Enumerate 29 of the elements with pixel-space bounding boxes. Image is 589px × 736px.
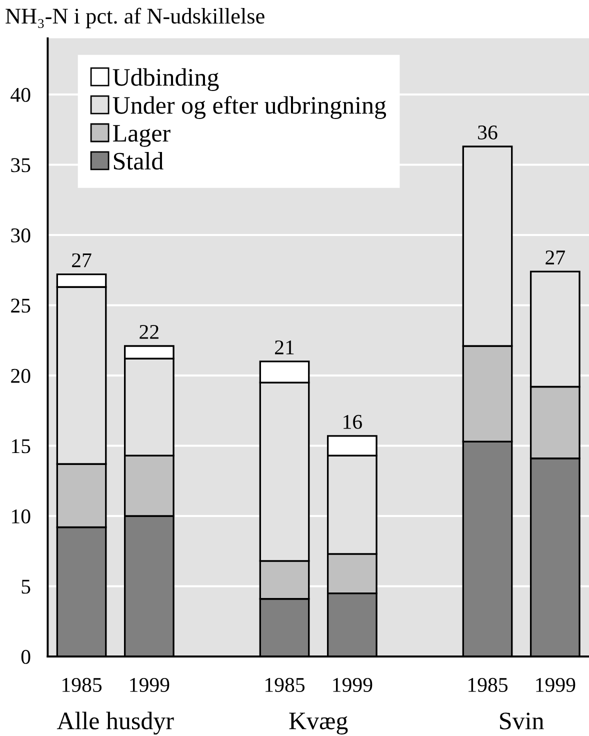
legend-label: Lager bbox=[113, 125, 170, 147]
y-tick-label: 10 bbox=[12, 509, 30, 524]
x-tick-label: 1985 bbox=[266, 678, 305, 692]
chart-title: NH₃-N i pct. af N-udskillelse bbox=[6, 8, 264, 28]
total-label: 21 bbox=[275, 340, 294, 354]
x-tick-label: 1985 bbox=[468, 678, 508, 692]
text: Kvæg bbox=[289, 712, 348, 735]
y-tick-label: 35 bbox=[11, 158, 30, 172]
legend-label: Under og efter udbringning bbox=[112, 96, 386, 119]
y-tick-label: 40 bbox=[10, 88, 30, 102]
x-tick-label: 1999 bbox=[333, 678, 372, 692]
y-tick-label: 20 bbox=[11, 368, 30, 383]
y-tick-label: 0 bbox=[21, 650, 30, 664]
text: Svin bbox=[500, 712, 544, 730]
total-label: 27 bbox=[72, 253, 92, 268]
total-label: 36 bbox=[478, 125, 498, 140]
text: Alle husdyr bbox=[56, 712, 174, 735]
legend-label: Stald bbox=[114, 152, 164, 170]
y-tick-label: 5 bbox=[22, 580, 30, 594]
y-tick-label: 30 bbox=[11, 228, 30, 242]
x-tick-label: 1999 bbox=[130, 678, 170, 692]
legend-label: Udbinding bbox=[112, 68, 219, 92]
x-tick-label: 1999 bbox=[536, 678, 576, 692]
total-label: 27 bbox=[546, 250, 565, 264]
total-label: 22 bbox=[140, 324, 158, 339]
y-tick-label: 15 bbox=[12, 439, 30, 454]
total-label: 16 bbox=[344, 414, 362, 429]
x-tick-label: 1985 bbox=[62, 678, 102, 692]
y-tick-label: 25 bbox=[11, 298, 30, 313]
